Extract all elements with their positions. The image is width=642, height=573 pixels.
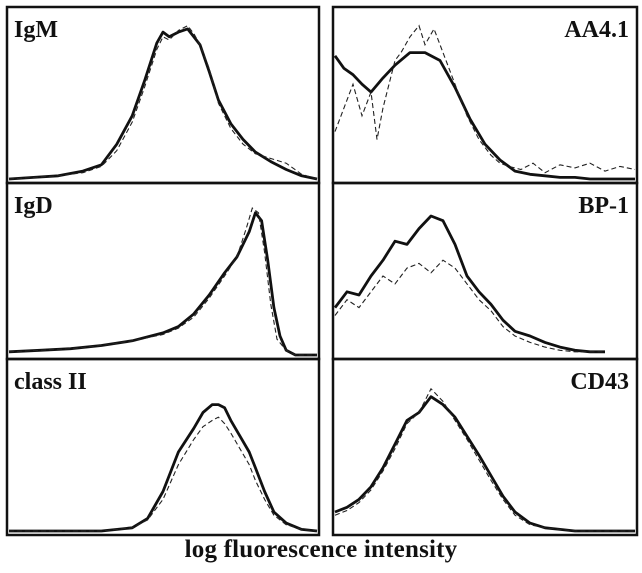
series-solid-line <box>333 214 605 354</box>
panel-label: IgM <box>14 17 58 43</box>
panel-frame <box>331 357 639 537</box>
series-solid-line <box>8 27 318 181</box>
panel-label: class II <box>14 369 87 395</box>
panel-frame <box>5 357 321 537</box>
series-solid-line <box>333 51 635 181</box>
panel-bp1: BP-1 <box>331 181 639 361</box>
panel-aa41: AA4.1 <box>331 5 639 185</box>
panel-label: CD43 <box>570 369 629 395</box>
series-solid-line <box>334 395 635 533</box>
panel-label: AA4.1 <box>564 17 629 43</box>
panel-cd43: CD43 <box>331 357 639 537</box>
series-dashed-line <box>8 207 317 356</box>
panel-label: BP-1 <box>578 193 629 219</box>
series-dashed-line <box>334 24 636 174</box>
panel-label: IgD <box>14 193 53 219</box>
panel-class-ii: class II <box>5 357 321 537</box>
series-solid-line <box>9 403 318 533</box>
series-dashed-line <box>9 416 318 532</box>
series-dashed-line <box>334 259 605 353</box>
series-dashed-line <box>8 25 318 180</box>
x-axis-label: log fluorescence intensity <box>184 536 458 563</box>
